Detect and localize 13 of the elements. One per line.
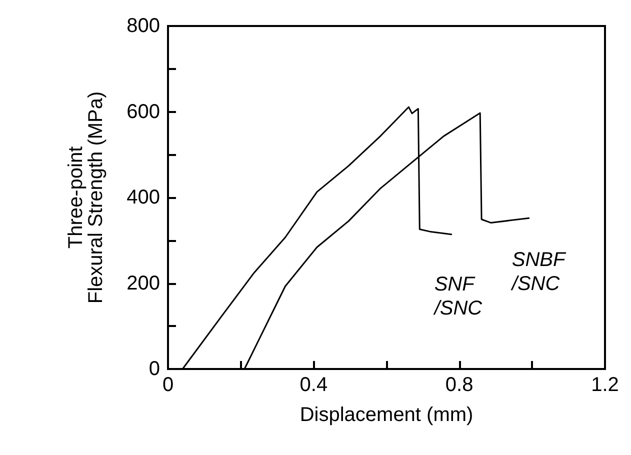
x-tick-label: 0.8 [445, 374, 474, 396]
x-axis-title: Displacement (mm) [300, 404, 474, 426]
y-tick-label: 200 [126, 272, 160, 294]
text: SNF /SNC [432, 273, 483, 320]
x-tick-label: 1.2 [591, 374, 619, 396]
series-label: SNBF /SNC [510, 249, 568, 296]
y-tick-label: 0 [148, 358, 160, 380]
x-tick-label: 0.4 [300, 374, 328, 396]
x-tick-label: 0 [162, 374, 174, 396]
y-tick-label: 800 [126, 15, 160, 37]
y-tick-label: 600 [126, 100, 160, 123]
y-axis-title: Three-point Flexural Strength (MPa) [65, 91, 107, 304]
y-tick-label: 400 [126, 186, 160, 208]
